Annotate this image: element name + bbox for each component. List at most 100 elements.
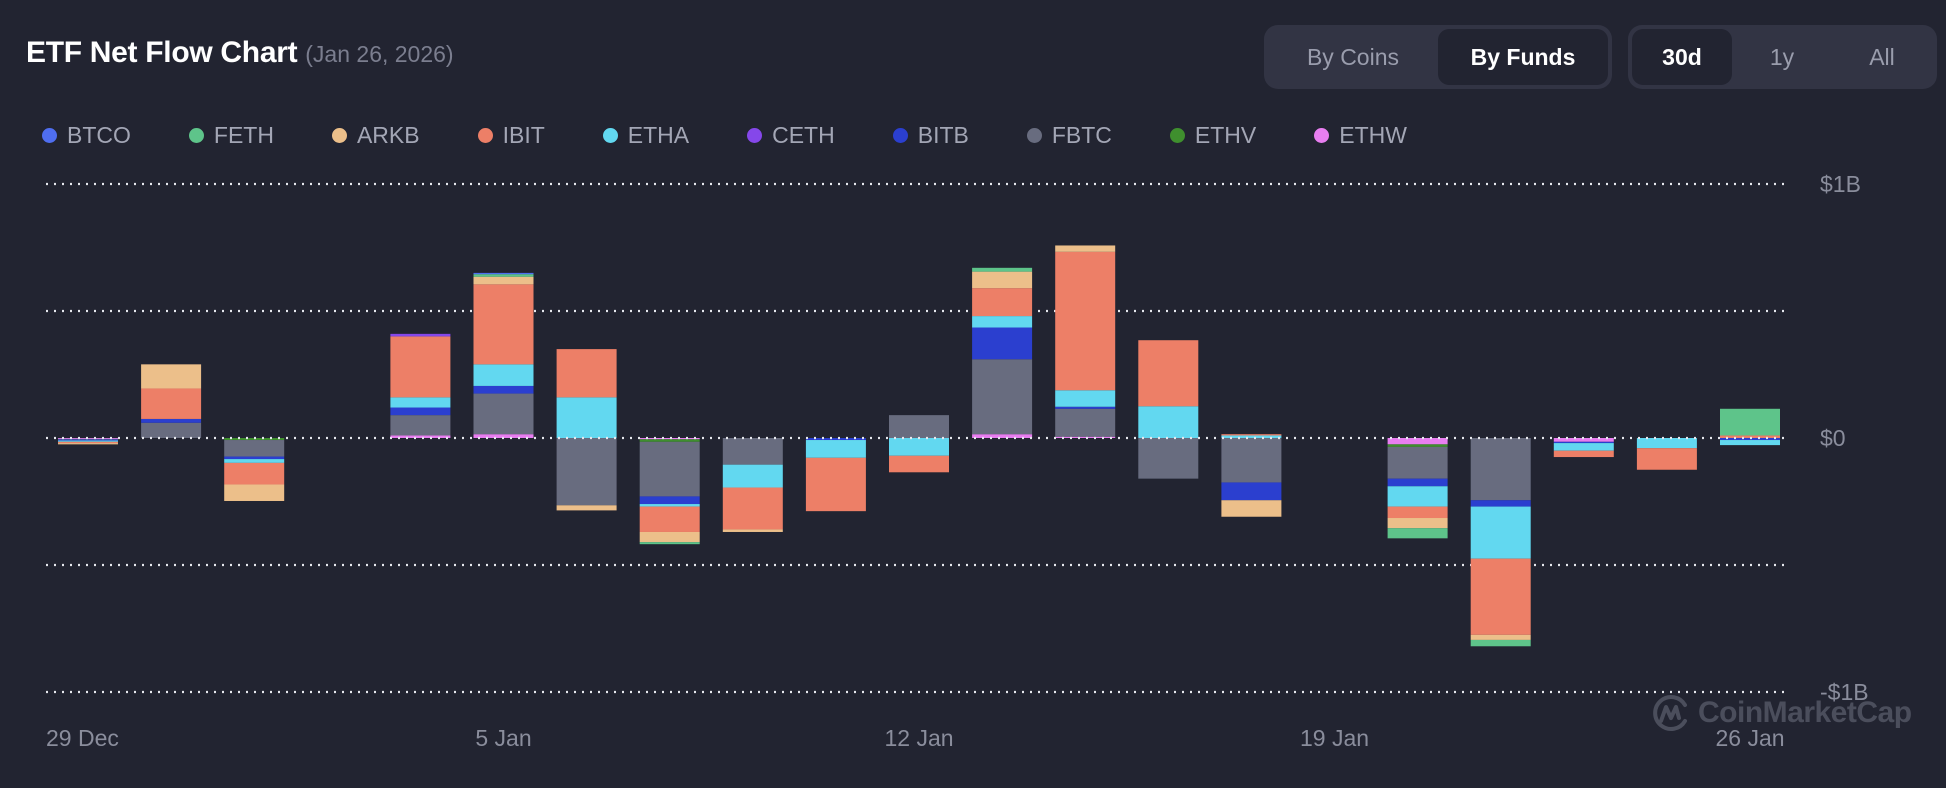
bar-segment-ethw [1553,438,1614,442]
legend-item-feth[interactable]: FETH [188,122,274,149]
bar-segment-ibit [1387,506,1448,519]
legend-item-arkb[interactable]: ARKB [331,122,420,149]
bar-stack [1055,245,1116,438]
bar-segment-arkb [722,529,783,532]
legend-label: ETHA [627,122,690,148]
bar-segment-ibit [224,462,285,485]
x-tick-label: 5 Jan [475,725,531,751]
bar-stack [1553,438,1614,458]
bar-segment-feth [972,267,1033,272]
bar-segment-fbtc [889,415,949,438]
bar-segment-ibit [1221,434,1282,436]
legend-item-ethw[interactable]: ETHW [1314,122,1407,149]
bar-stack [390,333,451,438]
y-tick-label: -$1B [1820,679,1869,705]
bar-segment-arkb [1387,518,1448,529]
legend-item-btco[interactable]: BTCO [42,122,131,149]
bar-stack [1470,438,1531,647]
legend-label: FBTC [1051,122,1112,148]
chart-title: ETF Net Flow Chart [26,36,298,69]
bar-segment-arkb [1470,634,1531,640]
bar-segment-arkb [58,443,118,445]
bar-segment-ethw [972,434,1033,438]
range-30d-button[interactable]: 30d [1632,29,1732,85]
bar-segment-arkb [1055,245,1116,252]
bar-stack [1138,340,1199,479]
legend-label: CETH [772,122,835,148]
bar-segment-fbtc [722,438,783,465]
legend-dot-icon [892,128,908,143]
legend-dot-icon [1169,128,1185,143]
bar-segment-etha [390,397,451,408]
bar-stack [889,415,949,473]
bar-segment-bitb [639,496,700,505]
legend-item-bitb[interactable]: BITB [892,122,969,149]
y-axis: $1B $0 -$1B [1820,171,1869,705]
bar-segment-fbtc [1138,438,1199,479]
bar-segment-arkb [224,484,285,501]
bar-segment-etha [722,464,783,488]
bar-segment-fbtc [473,393,534,435]
bar-segment-arkb [473,276,534,285]
bar-segment-feth [1387,528,1448,539]
bar-segment-ibit [1055,251,1116,391]
bar-segment-etha [224,459,285,463]
bar-segment-fbtc [1387,446,1448,479]
bar-segment-etha [1470,506,1531,559]
bar-segment-ibit [1553,450,1614,458]
bar-segment-bitb [473,385,534,394]
range-1y-button[interactable]: 1y [1769,43,1795,70]
legend-label: ETHW [1339,122,1407,148]
bar-segment-etha [889,438,949,456]
bar-stack [1720,408,1780,446]
x-tick-label: 12 Jan [884,725,953,751]
bar-segment-arkb [972,271,1033,289]
chart-date: (Jan 26, 2026) [305,41,454,67]
bar-stack [805,438,866,512]
chart-header: ETF Net Flow Chart (Jan 26, 2026) [26,36,454,70]
bar-segment-etha [1221,435,1282,438]
bar-segment-fbtc [58,438,118,440]
bar-stack [473,272,534,438]
legend-item-fbtc[interactable]: FBTC [1026,122,1112,149]
bar-segment-ibit [639,506,700,532]
coinmarketcap-logo-icon [1653,695,1687,731]
bar-segment-ibit [141,388,202,419]
range-all-button[interactable]: All [1869,43,1895,70]
bar-segment-bitb [972,327,1033,360]
bar-segment-arkb [1221,500,1282,517]
legend-item-etha[interactable]: ETHA [602,122,690,149]
bar-segment-fbtc [639,441,700,497]
legend-label: ETHV [1194,122,1257,148]
y-tick-label: $1B [1820,171,1861,197]
legend-item-ethv[interactable]: ETHV [1169,122,1257,149]
bar-stack [556,349,617,511]
x-axis: 29 Dec 5 Jan 12 Jan 19 Jan 26 Jan [46,725,1785,751]
by-coins-button[interactable]: By Coins [1306,43,1400,70]
bar-segment-bitb [141,418,202,423]
legend-label: BITB [917,122,969,148]
bar-segment-fbtc [390,415,451,436]
bar-segment-ethw [1387,438,1448,445]
y-tick-label: $0 [1820,425,1846,451]
bar-segment-ibit [473,284,534,365]
bar-stack [722,438,783,532]
bar-segment-bitb [1553,441,1614,444]
legend-item-ibit[interactable]: IBIT [477,122,545,149]
legend-item-ceth[interactable]: CETH [747,122,835,149]
bar-segment-btco [473,272,534,275]
bar-segment-etha [1636,438,1697,449]
bar-segment-etha [58,440,118,442]
legend-dot-icon [1026,128,1042,143]
bar-segment-ibit [1470,558,1531,635]
bar-segment-bitb [805,438,866,441]
bar-segment-etha [639,504,700,507]
bar-segment-feth [1720,408,1780,436]
by-funds-button[interactable]: By Funds [1438,29,1608,85]
bar-segment-ibit [972,288,1033,317]
bar-segment-etha [473,364,534,386]
bar-segment-ethw [639,438,700,440]
bar-segment-ibit [1720,435,1780,438]
bar-segment-ethw [390,435,451,438]
